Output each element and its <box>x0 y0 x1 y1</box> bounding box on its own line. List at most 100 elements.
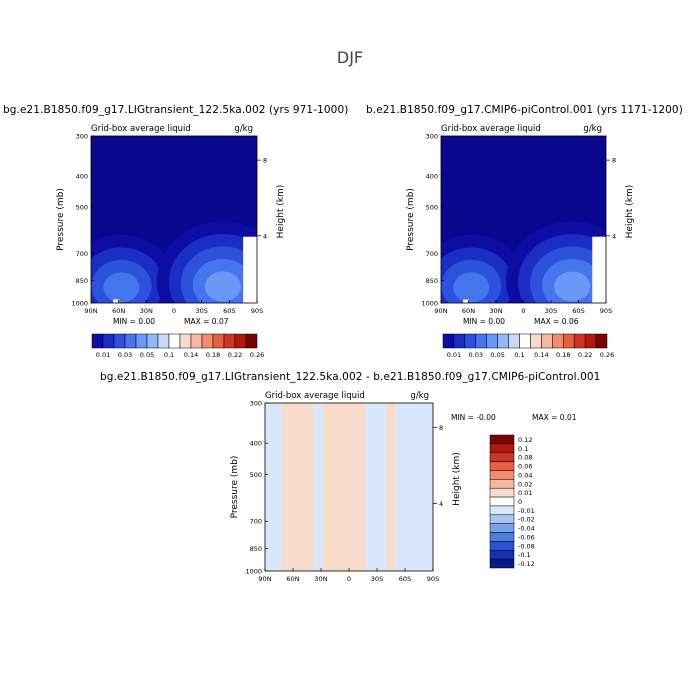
panel3-y-axis-title: Pressure (mb) <box>230 456 240 519</box>
colorbar-swatch <box>157 333 170 349</box>
x-tick-label: 60N <box>462 307 475 315</box>
panel2-subtitle-left: Grid-box average liquid <box>441 124 541 134</box>
colorbar-label: 0.04 <box>518 471 532 479</box>
x-tick-label: 90N <box>258 575 271 583</box>
difference-band <box>322 403 366 571</box>
terrain-mask <box>463 299 469 303</box>
colorbar-swatch <box>486 333 498 349</box>
colorbar-swatch <box>489 470 515 480</box>
y-tick-label: 700 <box>76 250 88 258</box>
colorbar-swatch <box>489 496 515 507</box>
x-tick-label: 60S <box>223 307 235 315</box>
colorbar-swatch <box>234 333 247 349</box>
x-tick-label: 90S <box>600 307 612 315</box>
colorbar-swatch <box>489 505 515 516</box>
colorbar-swatch <box>179 333 192 349</box>
colorbar-swatch <box>212 333 225 349</box>
panel1-plot-area <box>91 136 257 303</box>
colorbar-label: 0.26 <box>250 351 264 359</box>
panel1-title: bg.e21.B1850.f09_g17.LIGtransient_122.5k… <box>3 104 349 116</box>
colorbar-label: 0 <box>518 498 522 506</box>
colorbar-swatch <box>584 333 597 349</box>
colorbar-label: 0.14 <box>184 351 198 359</box>
y-tick-label: 500 <box>426 203 438 211</box>
panel1-y-axis-title: Pressure (mb) <box>56 188 66 251</box>
colorbar-swatch <box>573 333 586 349</box>
y-tick-label: 400 <box>76 172 88 180</box>
panel3-plot-area <box>265 403 433 571</box>
panel2-min-text: MIN = 0.00 <box>463 317 505 326</box>
difference-band <box>365 403 387 571</box>
colorbar-swatch <box>135 333 148 349</box>
colorbar-label: -0.01 <box>518 507 535 515</box>
colorbar-swatch <box>489 461 515 471</box>
colorbar-swatch <box>91 333 104 349</box>
colorbar-label: 0.12 <box>518 436 532 444</box>
x-tick-label: 90S <box>251 307 263 315</box>
colorbar-swatch <box>530 333 542 349</box>
colorbar-swatch <box>552 333 564 349</box>
difference-band <box>395 403 433 571</box>
panel3-y-right-axis-title: Height (km) <box>452 452 462 506</box>
y-tick-label: 700 <box>426 250 438 258</box>
colorbar-swatch <box>146 333 159 349</box>
y-right-tick-label: 8 <box>263 157 267 165</box>
colorbar-label: -0.1 <box>518 551 531 559</box>
panel1-max-text: MAX = 0.07 <box>184 317 229 326</box>
x-tick-label: 30N <box>314 575 327 583</box>
panel1-y-right-axis-title: Height (km) <box>276 185 286 239</box>
colorbar-swatch <box>113 333 126 349</box>
colorbar-swatch <box>489 434 515 445</box>
x-tick-label: 30N <box>140 307 153 315</box>
terrain-mask <box>113 299 120 303</box>
panel3-title: bg.e21.B1850.f09_g17.LIGtransient_122.5k… <box>100 371 601 383</box>
colorbar-label: 0.01 <box>518 489 532 497</box>
terrain-mask <box>243 236 257 303</box>
colorbar-label: -0.08 <box>518 542 535 550</box>
colorbar-swatch <box>489 550 515 560</box>
colorbar-swatch <box>489 452 515 462</box>
contour-fill <box>103 272 140 303</box>
colorbar-swatch <box>595 333 608 349</box>
colorbar-swatch <box>489 514 515 524</box>
colorbar-swatch <box>453 333 466 349</box>
colorbar-label: 0.05 <box>140 351 154 359</box>
colorbar-swatch <box>563 333 575 349</box>
x-tick-label: 60N <box>286 575 299 583</box>
colorbar-swatch <box>245 333 258 349</box>
colorbar-label: 0.1 <box>518 445 528 453</box>
colorbar-label: 0.1 <box>164 351 174 359</box>
colorbar-label: 0.26 <box>600 351 614 359</box>
panel3-max-text: MAX = 0.01 <box>532 413 577 422</box>
y-tick-label: 1000 <box>71 300 88 308</box>
colorbar-label: 0.22 <box>578 351 592 359</box>
contour-fill <box>204 271 241 302</box>
difference-band <box>265 403 282 571</box>
colorbar-swatch <box>201 333 214 349</box>
colorbar-label: -0.12 <box>518 560 535 568</box>
y-tick-label: 1000 <box>421 300 438 308</box>
y-tick-label: 850 <box>76 277 88 285</box>
panel2-y-right-axis-title: Height (km) <box>625 185 635 239</box>
y-right-tick-label: 4 <box>439 500 443 508</box>
y-tick-label: 700 <box>250 518 262 526</box>
colorbar-label: 0.06 <box>518 463 532 471</box>
colorbar-label: 0.01 <box>96 351 110 359</box>
colorbar-swatch <box>489 487 515 498</box>
colorbar-swatch <box>489 523 515 533</box>
terrain-mask <box>592 236 606 303</box>
colorbar-swatch <box>489 541 515 551</box>
difference-band <box>281 403 314 571</box>
y-right-tick-label: 4 <box>612 232 616 240</box>
colorbar-swatch <box>508 333 520 349</box>
figure-title: DJF <box>336 48 364 67</box>
y-right-tick-label: 8 <box>439 424 443 432</box>
panel2-max-text: MAX = 0.06 <box>534 317 579 326</box>
y-right-tick-label: 8 <box>612 157 616 165</box>
colorbar-label: 0.03 <box>118 351 132 359</box>
colorbar-swatch <box>464 333 477 349</box>
colorbar-swatch <box>475 333 487 349</box>
colorbar-swatch <box>102 333 115 349</box>
x-tick-label: 0 <box>521 307 525 315</box>
